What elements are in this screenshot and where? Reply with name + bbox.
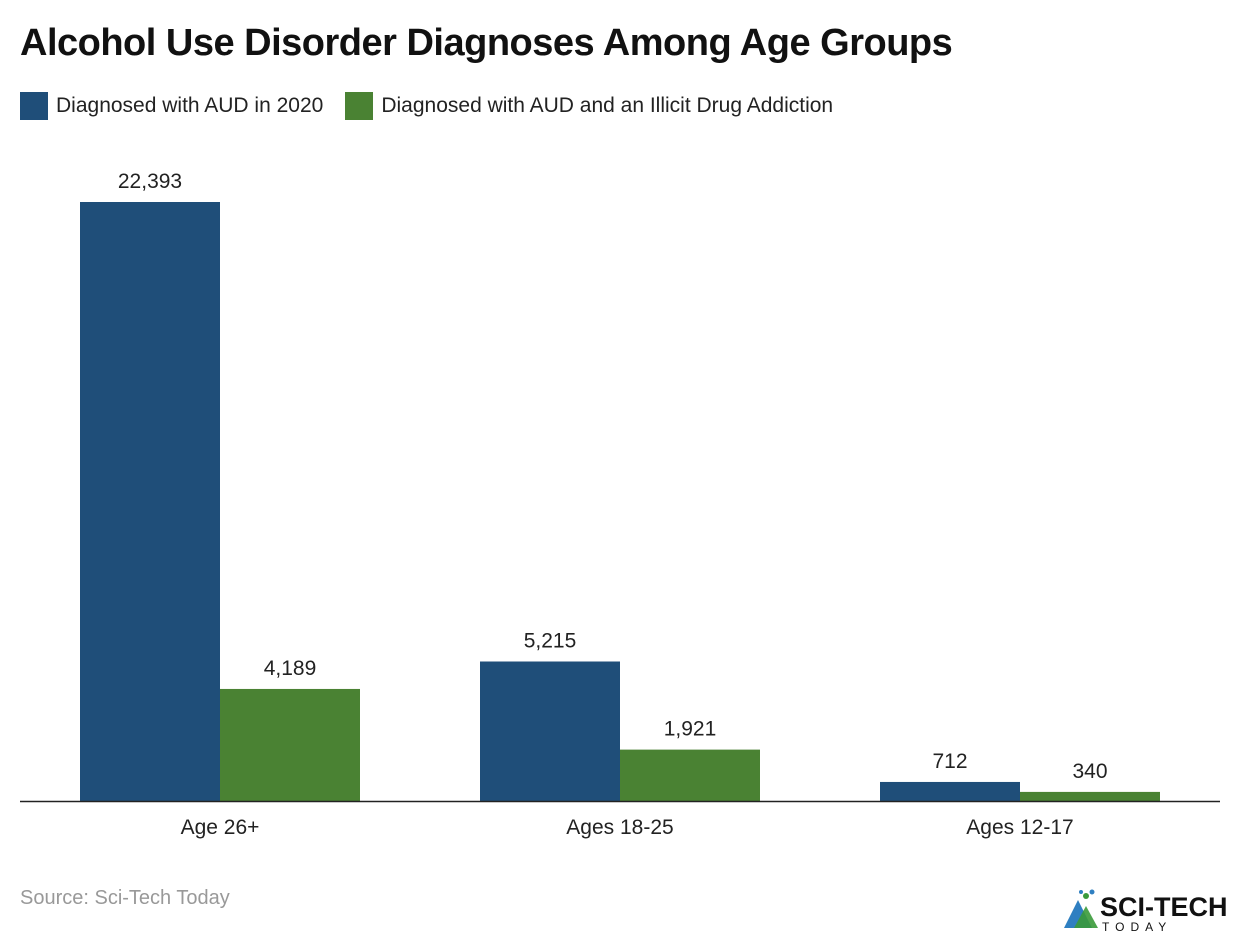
bar <box>1020 791 1160 801</box>
sci-tech-today-logo: SCI-TECH TODAY <box>1064 889 1228 932</box>
svg-text:SCI-TECH: SCI-TECH <box>1100 892 1228 922</box>
data-label: 5,215 <box>524 630 577 653</box>
data-label: 712 <box>932 750 967 773</box>
legend-swatch <box>20 92 48 120</box>
legend-item-aud: Diagnosed with AUD in 2020 <box>20 92 323 120</box>
legend-label: Diagnosed with AUD and an Illicit Drug A… <box>381 94 834 117</box>
source-note: Source: Sci-Tech Today <box>20 887 230 909</box>
svg-text:TODAY: TODAY <box>1102 920 1172 932</box>
x-tick-label: Age 26+ <box>181 816 260 839</box>
data-label: 340 <box>1072 760 1107 783</box>
bar <box>620 749 760 801</box>
legend-swatch <box>345 92 374 120</box>
data-label: 22,393 <box>118 170 182 193</box>
bar <box>880 781 1020 801</box>
legend: Diagnosed with AUD in 2020 Diagnosed wit… <box>20 92 833 120</box>
legend-label: Diagnosed with AUD in 2020 <box>56 94 324 117</box>
bar <box>80 202 220 801</box>
x-tick-label: Ages 18-25 <box>566 816 673 839</box>
bar <box>220 688 360 801</box>
data-label: 4,189 <box>264 657 317 680</box>
data-label: 1,921 <box>664 718 717 741</box>
legend-item-aud-drug: Diagnosed with AUD and an Illicit Drug A… <box>345 92 833 120</box>
chart-title: Alcohol Use Disorder Diagnoses Among Age… <box>20 22 953 64</box>
bar <box>480 661 620 801</box>
x-tick-label: Ages 12-17 <box>966 816 1073 839</box>
